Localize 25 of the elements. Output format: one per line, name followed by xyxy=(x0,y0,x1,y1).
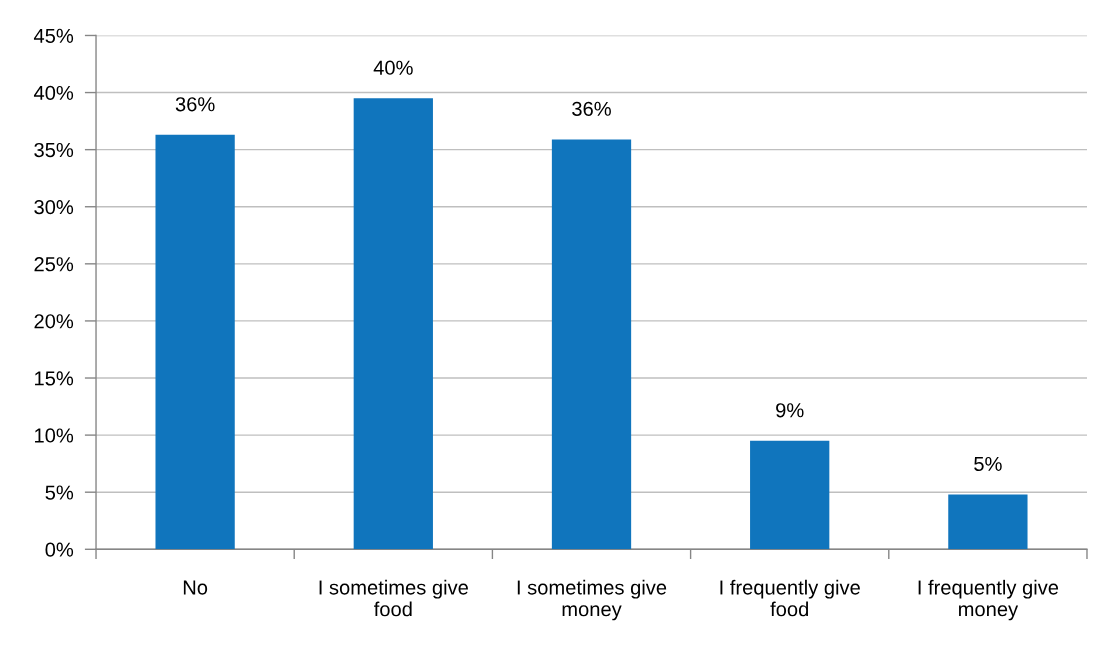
data-label: 40% xyxy=(373,60,413,75)
x-tick-label: No xyxy=(183,580,208,595)
bar xyxy=(155,134,235,550)
bar xyxy=(353,98,433,550)
y-tick-label: 15% xyxy=(35,371,74,386)
y-tick-label: 10% xyxy=(35,428,74,443)
bar xyxy=(551,139,632,550)
data-label: 36% xyxy=(175,97,215,112)
bar xyxy=(948,494,1028,550)
x-tick-label: I sometimes give money xyxy=(517,579,667,621)
y-tick-label: 40% xyxy=(33,85,74,101)
x-tick-label: I frequently give food xyxy=(720,579,860,617)
data-label: 5% xyxy=(974,456,1002,472)
data-label: 36% xyxy=(572,101,611,116)
y-tick-label: 45% xyxy=(33,28,74,43)
x-tick-label: I sometimes give food xyxy=(319,579,468,617)
bar xyxy=(750,440,830,550)
y-tick-label: 0% xyxy=(45,542,74,557)
y-tick-label: 35% xyxy=(34,142,74,158)
x-tick-label: I frequently give money xyxy=(918,579,1059,621)
data-label: 9% xyxy=(776,403,804,418)
y-tick-label: 30% xyxy=(34,199,74,215)
y-tick-label: 20% xyxy=(34,314,74,329)
y-tick-label: 25% xyxy=(34,257,74,272)
y-tick-label: 5% xyxy=(45,485,74,500)
